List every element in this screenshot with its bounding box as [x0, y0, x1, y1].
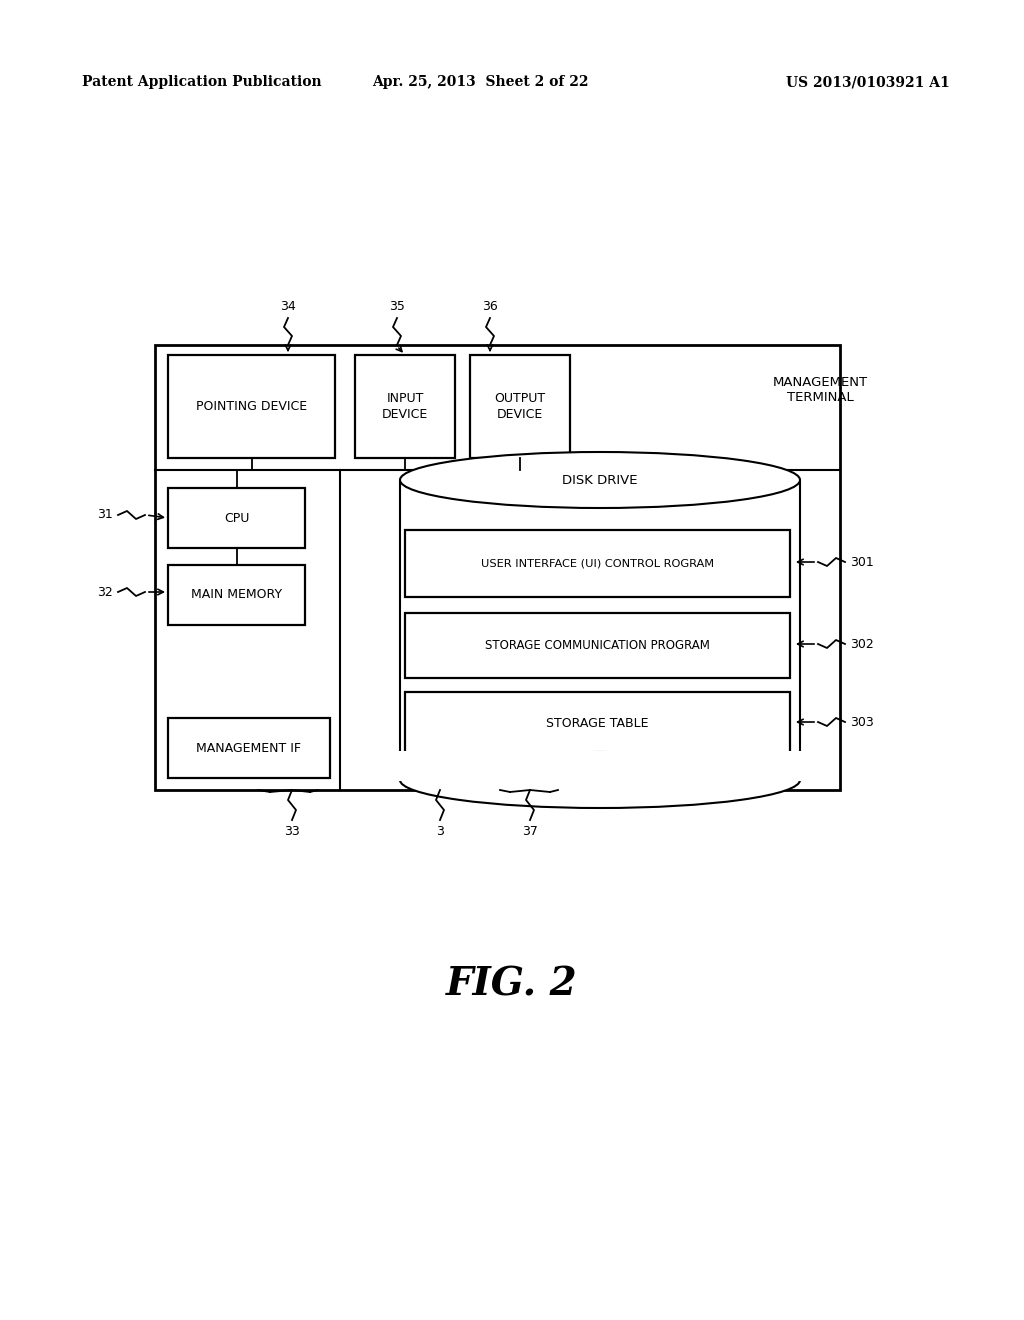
Text: 33: 33 — [284, 825, 300, 838]
Text: US 2013/0103921 A1: US 2013/0103921 A1 — [786, 75, 950, 88]
Text: POINTING DEVICE: POINTING DEVICE — [196, 400, 307, 413]
Text: Apr. 25, 2013  Sheet 2 of 22: Apr. 25, 2013 Sheet 2 of 22 — [372, 75, 588, 88]
Bar — [406, 612, 790, 678]
Ellipse shape — [400, 451, 800, 508]
Text: 31: 31 — [97, 508, 113, 521]
Bar — [168, 488, 305, 548]
Text: MANAGEMENT
TERMINAL: MANAGEMENT TERMINAL — [772, 376, 867, 404]
Text: Patent Application Publication: Patent Application Publication — [82, 75, 322, 88]
Text: 36: 36 — [482, 300, 498, 313]
Text: 35: 35 — [389, 300, 404, 313]
Ellipse shape — [400, 752, 800, 808]
Bar — [168, 718, 330, 777]
Bar — [470, 355, 570, 458]
Bar — [398, 751, 802, 781]
Bar — [155, 345, 840, 789]
Text: 37: 37 — [522, 825, 538, 838]
Text: STORAGE TABLE: STORAGE TABLE — [546, 717, 649, 730]
Bar — [168, 565, 305, 624]
Text: MAIN MEMORY: MAIN MEMORY — [190, 589, 282, 602]
Text: USER INTERFACE (UI) CONTROL ROGRAM: USER INTERFACE (UI) CONTROL ROGRAM — [481, 558, 714, 569]
Bar — [168, 355, 335, 458]
Text: 301: 301 — [850, 556, 873, 569]
Text: 34: 34 — [281, 300, 296, 313]
Text: 302: 302 — [850, 638, 873, 651]
Text: 303: 303 — [850, 715, 873, 729]
Bar — [406, 692, 790, 755]
Text: DISK DRIVE: DISK DRIVE — [562, 474, 638, 487]
Text: FIG. 2: FIG. 2 — [446, 966, 578, 1005]
Text: INPUT
DEVICE: INPUT DEVICE — [382, 392, 428, 421]
Bar — [406, 531, 790, 597]
Text: 3: 3 — [436, 825, 444, 838]
Text: MANAGEMENT IF: MANAGEMENT IF — [197, 742, 301, 755]
Text: OUTPUT
DEVICE: OUTPUT DEVICE — [495, 392, 546, 421]
Text: CPU: CPU — [224, 511, 249, 524]
Bar — [355, 355, 455, 458]
Text: 32: 32 — [97, 586, 113, 598]
Text: STORAGE COMMUNICATION PROGRAM: STORAGE COMMUNICATION PROGRAM — [485, 639, 710, 652]
